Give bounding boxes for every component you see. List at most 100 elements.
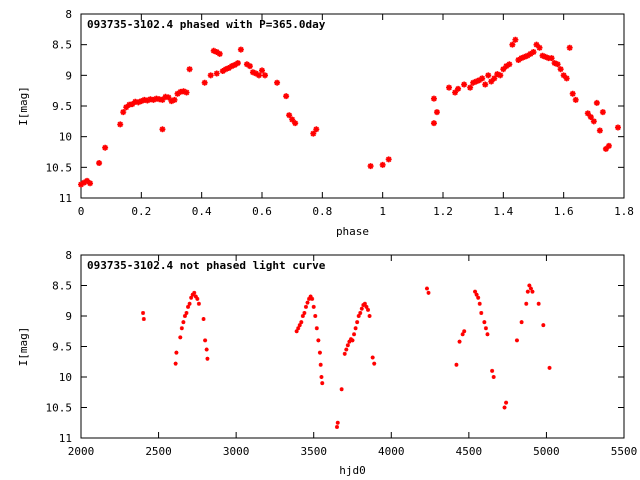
data-point: [479, 75, 486, 82]
data-point: [207, 72, 214, 79]
data-point: [536, 301, 541, 306]
data-point: [572, 96, 579, 103]
data-point: [476, 77, 483, 84]
y-tick-label: 9.5: [52, 341, 72, 354]
y-tick-label: 10.5: [46, 161, 73, 174]
x-tick-label: 4000: [378, 445, 405, 458]
y-tick-label: 8.5: [52, 280, 72, 293]
data-point: [474, 292, 479, 297]
data-point: [339, 387, 344, 392]
data-point: [367, 163, 374, 170]
data-point: [430, 120, 437, 127]
data-point: [494, 71, 501, 78]
data-point: [587, 114, 594, 121]
data-point: [503, 63, 510, 70]
data-point: [187, 301, 192, 306]
x-tick-label: 1.6: [554, 205, 574, 218]
data-point: [308, 294, 313, 299]
data-point: [141, 96, 148, 103]
data-point: [482, 81, 489, 88]
data-point: [228, 63, 235, 70]
y-tick-label: 11: [59, 432, 72, 445]
data-point: [364, 304, 369, 309]
data-point: [560, 72, 567, 79]
data-point: [356, 314, 361, 318]
x-tick-label: 0.2: [131, 205, 151, 218]
data-point: [477, 301, 482, 306]
data-point: [533, 41, 540, 48]
data-point: [317, 350, 322, 355]
data-point: [302, 310, 307, 315]
data-point: [120, 109, 127, 116]
data-point: [307, 296, 312, 301]
data-point: [123, 104, 130, 111]
data-point: [180, 88, 187, 95]
data-point: [509, 41, 516, 48]
data-point: [195, 296, 200, 301]
data-point: [345, 343, 350, 348]
data-point: [132, 98, 139, 105]
x-tick-label: 1.4: [493, 205, 513, 218]
data-point: [462, 329, 467, 334]
data-point: [117, 121, 124, 128]
data-point: [504, 400, 509, 405]
x-tick-label: 3000: [223, 445, 250, 458]
data-point: [183, 89, 190, 96]
data-point: [201, 317, 206, 322]
x-tick-label: 1.8: [614, 205, 634, 218]
data-point: [225, 64, 232, 71]
data-point: [179, 326, 184, 331]
data-point: [527, 50, 534, 57]
data-point: [473, 289, 478, 294]
data-point: [557, 66, 564, 73]
data-point: [502, 405, 507, 410]
data-point: [566, 44, 573, 51]
data-point: [234, 60, 241, 67]
data-point: [470, 79, 477, 86]
x-tick-label: 0.4: [192, 205, 212, 218]
data-point: [174, 350, 179, 355]
data-point: [296, 326, 301, 331]
data-point: [479, 310, 484, 315]
data-point: [177, 88, 184, 95]
data-point: [313, 314, 318, 318]
data-point: [569, 90, 576, 97]
data-point: [352, 332, 357, 337]
data-point: [126, 101, 133, 108]
data-point: [491, 75, 498, 82]
x-tick-label: 5500: [611, 445, 638, 458]
data-point: [334, 425, 339, 430]
data-point: [518, 55, 525, 62]
data-point: [294, 329, 299, 334]
x-tick-label: 0: [78, 205, 85, 218]
data-point: [524, 52, 531, 59]
data-point: [205, 356, 210, 361]
data-point: [590, 118, 597, 125]
data-point: [483, 326, 488, 331]
data-point: [186, 66, 193, 73]
data-point: [310, 296, 315, 301]
data-point: [614, 124, 621, 131]
data-point: [426, 290, 431, 295]
x-tick-label: 1.2: [433, 205, 453, 218]
data-point: [300, 314, 305, 318]
data-point: [311, 304, 316, 309]
plot-frame: [80, 254, 625, 439]
data-point: [299, 320, 304, 325]
data-point: [141, 310, 146, 315]
data-point: [482, 320, 487, 325]
data-point: [184, 310, 189, 315]
data-point: [81, 179, 88, 186]
data-point: [497, 72, 504, 79]
data-point: [596, 127, 603, 134]
data-point: [168, 98, 175, 105]
data-point: [243, 61, 250, 68]
data-point: [310, 130, 317, 137]
data-point: [366, 307, 371, 312]
data-point: [196, 301, 201, 306]
data-point: [259, 67, 265, 74]
data-point: [213, 70, 220, 77]
data-point: [467, 84, 474, 91]
phased-light-curve-panel: 0 0.2 0.4 0.6 0.8 1 1.2 1.4 1.6 1.8 8 8.5 9 9.5 10 10.5…: [17, 8, 634, 238]
data-point: [314, 326, 319, 331]
